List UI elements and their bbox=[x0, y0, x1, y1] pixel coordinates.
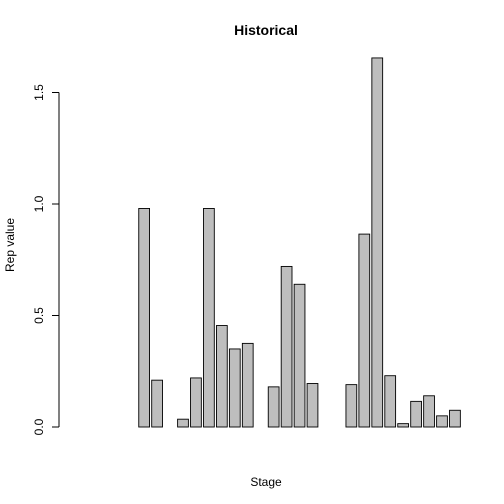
bars-group bbox=[138, 57, 461, 428]
bar bbox=[228, 348, 241, 428]
bar bbox=[397, 423, 410, 428]
y-tick-label: 0.5 bbox=[32, 307, 46, 324]
y-tick-label: 1.5 bbox=[32, 84, 46, 101]
bar bbox=[267, 386, 280, 428]
bar bbox=[436, 415, 448, 428]
bar bbox=[138, 208, 151, 428]
y-axis: 0.0 0.5 1.0 1.5 bbox=[32, 84, 60, 435]
x-axis-label: Stage bbox=[250, 475, 282, 489]
bar bbox=[241, 342, 254, 428]
bar bbox=[358, 233, 371, 428]
bar bbox=[423, 395, 435, 428]
y-tick-label: 0.0 bbox=[32, 418, 46, 435]
bar bbox=[151, 379, 163, 428]
bar bbox=[215, 325, 228, 428]
bar bbox=[449, 409, 461, 428]
bar bbox=[306, 383, 319, 428]
bar bbox=[293, 283, 306, 428]
bar bbox=[371, 57, 384, 428]
y-tick-label: 1.0 bbox=[32, 195, 46, 212]
y-axis-label: Rep value bbox=[3, 218, 17, 272]
bar bbox=[384, 375, 397, 428]
bar bbox=[345, 384, 358, 428]
bar bbox=[203, 208, 215, 428]
bar bbox=[280, 265, 293, 428]
bar bbox=[190, 377, 202, 428]
bar bbox=[410, 400, 422, 428]
chart-title: Historical bbox=[234, 22, 298, 38]
bar bbox=[177, 418, 189, 428]
